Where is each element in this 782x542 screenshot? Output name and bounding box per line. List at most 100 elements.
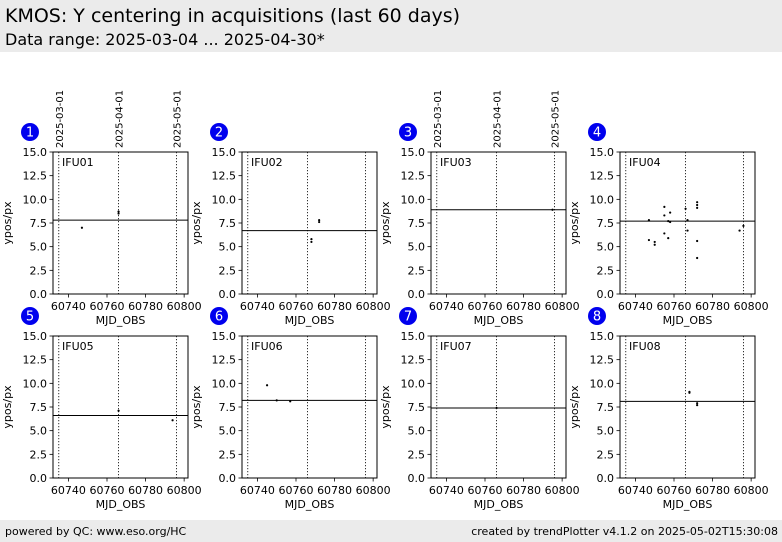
x-tick-label: 60740	[429, 484, 464, 497]
panel-badge	[210, 307, 228, 325]
plot-frame	[430, 151, 567, 295]
x-tick-label: 60800	[167, 300, 202, 313]
x-tick-label: 60760	[468, 484, 503, 497]
panel-badge-number: 6	[215, 310, 223, 325]
panel-ifu-label: IFU06	[251, 340, 283, 353]
y-tick-label: 2.5	[219, 264, 237, 277]
y-tick-label: 5.0	[408, 241, 426, 254]
date-marker-label: 2025-03-01	[55, 90, 66, 148]
date-marker-label: 2025-04-01	[493, 90, 504, 148]
y-tick-label: 7.5	[219, 401, 237, 414]
x-tick-label: 60740	[240, 484, 275, 497]
data-point	[551, 208, 554, 211]
x-tick-label: 60760	[90, 484, 125, 497]
panel-ifu-label: IFU03	[440, 156, 472, 169]
y-tick-label: 12.5	[590, 354, 615, 367]
panel-ifu04: 4 IFU04 0.0 2.5 5.0 7.5 10.0 12.5 15.0 60740 60760…	[568, 123, 769, 327]
panel-badge-number: 1	[26, 126, 34, 141]
plot-frame	[619, 151, 756, 295]
y-tick-label: 0.0	[219, 472, 237, 485]
y-tick-label: 10.0	[401, 377, 426, 390]
data-point	[647, 219, 651, 222]
panel-badge-number: 4	[593, 126, 601, 141]
panel-ifu03: 3 IFU03 0.0 2.5 5.0 7.5 10.0 12.5 15.0 60740 60760…	[379, 123, 580, 327]
x-tick-label: 60740	[51, 300, 86, 313]
data-point	[653, 240, 656, 244]
plot-frame	[52, 335, 189, 479]
panel-ifu-label: IFU04	[629, 156, 661, 169]
y-tick-label: 7.5	[219, 217, 237, 230]
x-tick-label: 60740	[618, 300, 653, 313]
data-point	[696, 206, 699, 209]
data-point	[684, 207, 687, 210]
y-tick-label: 5.0	[30, 425, 48, 438]
panel-badge	[210, 123, 228, 141]
data-point	[117, 212, 120, 215]
y-axis-label: ypos/px	[190, 201, 203, 245]
y-tick-label: 7.5	[30, 217, 48, 230]
x-tick-label: 60800	[356, 484, 391, 497]
footer-bar: powered by QC: www.eso.org/HC created by…	[0, 520, 782, 542]
x-axis-label: MJD_OBS	[663, 498, 713, 511]
x-axis-label: MJD_OBS	[285, 498, 335, 511]
y-tick-label: 7.5	[597, 401, 615, 414]
panel-ifu-label: IFU08	[629, 340, 661, 353]
data-point	[117, 210, 120, 213]
y-tick-label: 5.0	[597, 241, 615, 254]
y-tick-label: 0.0	[219, 288, 237, 301]
panel-ifu05: 5 IFU05 0.0 2.5 5.0 7.5 10.0 12.5 15.0 60740 60760…	[1, 307, 202, 511]
data-point	[663, 214, 666, 217]
y-tick-label: 0.0	[30, 472, 48, 485]
y-tick-label: 2.5	[597, 448, 615, 461]
x-axis-label: MJD_OBS	[96, 498, 146, 511]
y-tick-label: 10.0	[590, 193, 615, 206]
plot-frame	[241, 151, 378, 295]
x-tick-label: 60780	[506, 484, 541, 497]
data-point	[275, 399, 278, 402]
x-tick-label: 60760	[90, 300, 125, 313]
x-axis-label: MJD_OBS	[96, 314, 146, 327]
x-axis-label: MJD_OBS	[285, 314, 335, 327]
y-axis-label: ypos/px	[568, 201, 581, 245]
panel-ifu02: 2 IFU02 0.0 2.5 5.0 7.5 10.0 12.5 15.0 60740 60760…	[190, 123, 391, 327]
data-point	[686, 229, 689, 232]
plot-frame	[241, 335, 378, 479]
footer-powered-by: powered by QC: www.eso.org/HC	[5, 525, 187, 538]
y-tick-label: 0.0	[408, 472, 426, 485]
y-tick-label: 2.5	[597, 264, 615, 277]
data-range-subtitle: Data range: 2025-03-04 ... 2025-04-30*	[5, 30, 325, 49]
panel-badge	[399, 307, 417, 325]
panel-ifu-label: IFU02	[251, 156, 283, 169]
y-axis-label: ypos/px	[379, 385, 392, 429]
panel-badge-number: 3	[404, 126, 412, 141]
y-tick-label: 5.0	[30, 241, 48, 254]
data-point	[663, 232, 666, 235]
data-point	[663, 205, 666, 209]
y-tick-label: 15.0	[590, 146, 615, 159]
x-tick-label: 60780	[128, 300, 163, 313]
panel-badge	[588, 123, 606, 141]
x-tick-label: 60780	[695, 300, 730, 313]
data-point	[653, 243, 656, 246]
data-point	[310, 240, 313, 244]
y-tick-label: 7.5	[597, 217, 615, 230]
data-point	[80, 226, 84, 229]
y-tick-label: 12.5	[590, 170, 615, 183]
date-marker-label: 2025-05-01	[550, 90, 561, 148]
data-point	[696, 404, 699, 407]
panel-badge-number: 2	[215, 126, 223, 141]
x-axis-label: MJD_OBS	[474, 498, 524, 511]
x-tick-label: 60760	[279, 300, 314, 313]
y-tick-label: 2.5	[219, 448, 237, 461]
y-tick-label: 5.0	[219, 241, 237, 254]
y-tick-label: 5.0	[408, 425, 426, 438]
date-marker-label: 2025-04-01	[115, 90, 126, 148]
x-tick-label: 60800	[356, 300, 391, 313]
date-marker-label: 2025-05-01	[172, 90, 183, 148]
y-tick-label: 12.5	[212, 354, 237, 367]
data-point	[686, 219, 689, 222]
data-point	[696, 256, 699, 260]
data-point	[495, 406, 498, 410]
x-tick-label: 60780	[317, 300, 352, 313]
data-point	[696, 402, 699, 405]
